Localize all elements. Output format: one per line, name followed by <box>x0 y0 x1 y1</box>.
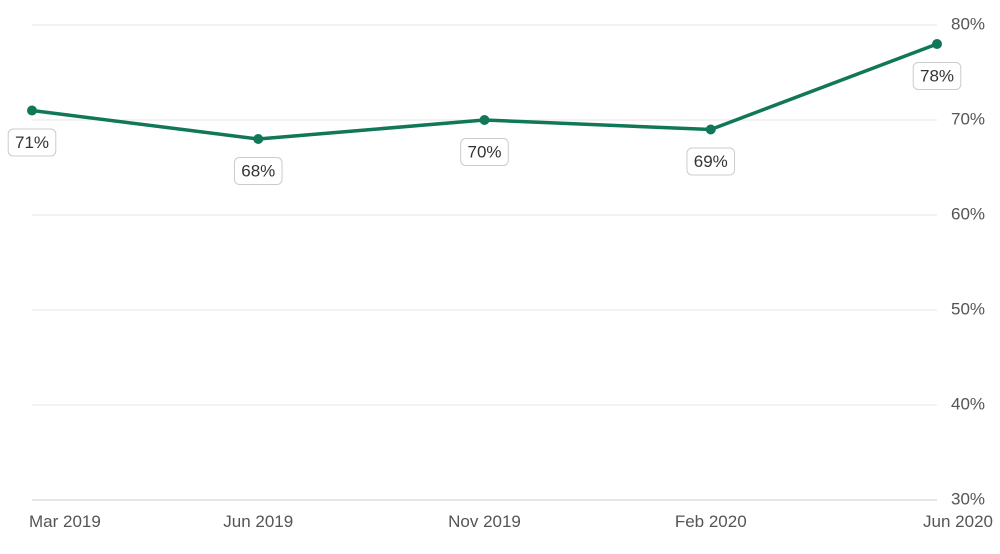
y-tick-label: 30% <box>951 489 985 508</box>
series-marker <box>480 115 490 125</box>
x-tick-label: Feb 2020 <box>675 512 747 531</box>
svg-text:70%: 70% <box>467 142 501 161</box>
svg-text:68%: 68% <box>241 161 275 180</box>
x-tick-label: Jun 2019 <box>223 512 293 531</box>
data-label: 68% <box>234 158 282 185</box>
svg-text:71%: 71% <box>15 133 49 152</box>
series-marker <box>253 134 263 144</box>
data-label: 69% <box>687 148 735 175</box>
series-marker <box>27 106 37 116</box>
data-label: 71% <box>8 129 56 156</box>
series-marker <box>706 125 716 135</box>
y-tick-label: 60% <box>951 204 985 223</box>
x-tick-label: Mar 2019 <box>29 512 101 531</box>
data-label: 78% <box>913 63 961 90</box>
x-tick-label: Nov 2019 <box>448 512 521 531</box>
x-tick-label: Jun 2020 <box>923 512 993 531</box>
y-tick-label: 50% <box>951 299 985 318</box>
chart-svg: 30% 40% 50% 60% 70% 80% Mar 2019 Jun 2019 Nov 20… <box>0 0 1000 554</box>
svg-text:78%: 78% <box>920 66 954 85</box>
y-tick-label: 80% <box>951 14 985 33</box>
y-tick-label: 40% <box>951 394 985 413</box>
data-label: 70% <box>461 139 509 166</box>
line-chart: 30% 40% 50% 60% 70% 80% Mar 2019 Jun 2019 Nov 20… <box>0 0 1000 554</box>
svg-text:69%: 69% <box>694 152 728 171</box>
series-marker <box>932 39 942 49</box>
y-tick-label: 70% <box>951 109 985 128</box>
